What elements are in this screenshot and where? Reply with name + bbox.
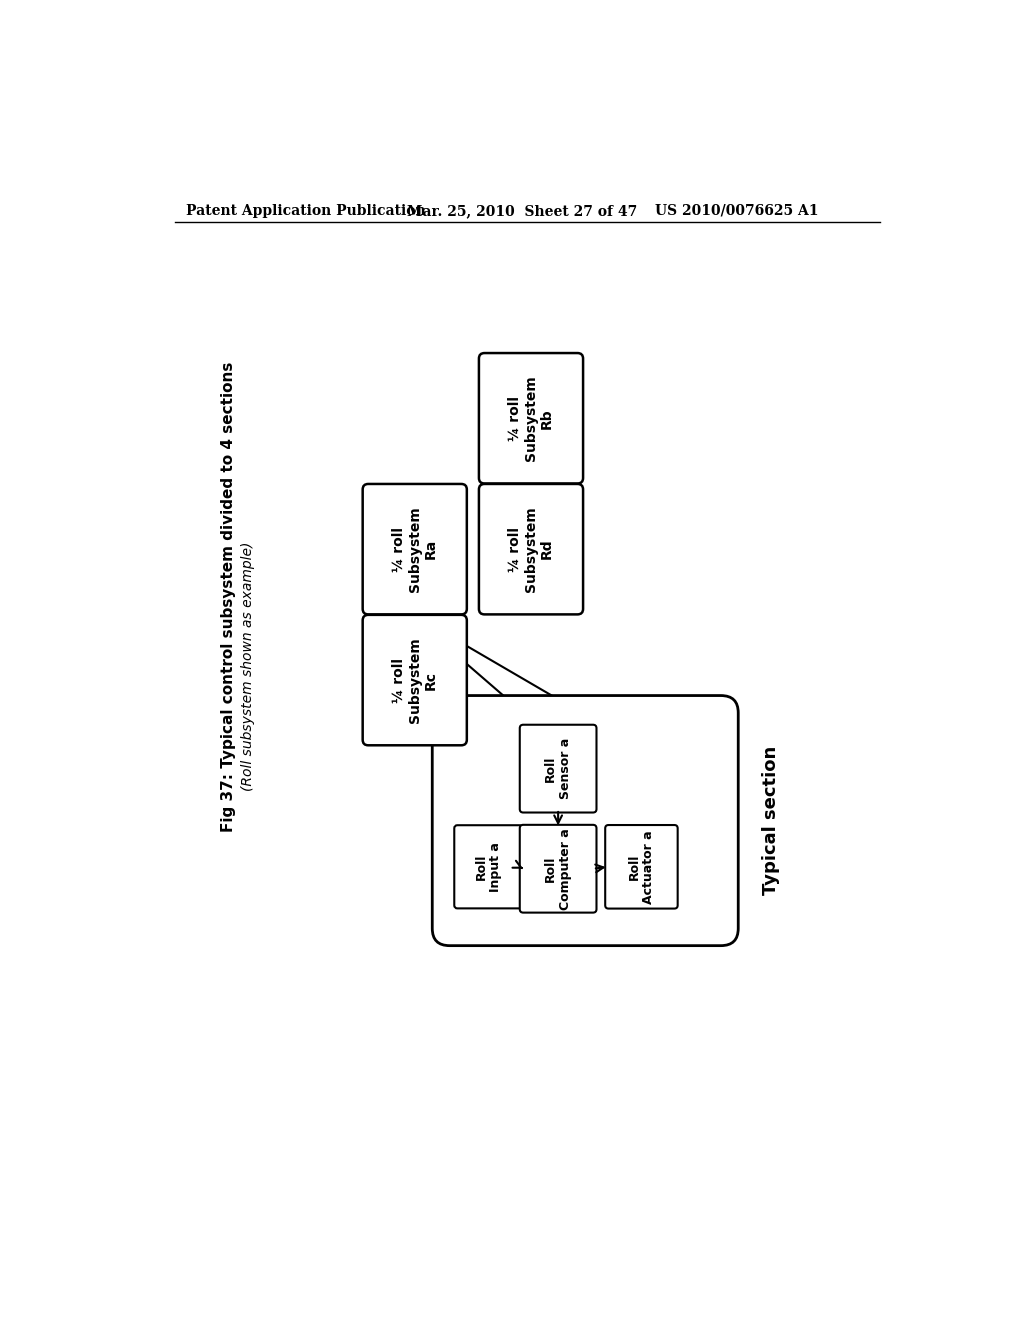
Text: Typical section: Typical section: [762, 746, 780, 895]
Text: Roll
Sensor a: Roll Sensor a: [544, 738, 572, 799]
Text: ¼ roll
Subsystem
Ra: ¼ roll Subsystem Ra: [391, 507, 438, 593]
Text: Mar. 25, 2010  Sheet 27 of 47: Mar. 25, 2010 Sheet 27 of 47: [407, 203, 637, 218]
FancyBboxPatch shape: [479, 484, 583, 614]
Text: Roll
Computer a: Roll Computer a: [544, 828, 572, 909]
Text: ¼ roll
Subsystem
Rc: ¼ roll Subsystem Rc: [391, 638, 438, 723]
FancyBboxPatch shape: [362, 615, 467, 746]
FancyBboxPatch shape: [479, 352, 583, 483]
FancyBboxPatch shape: [455, 825, 522, 908]
FancyBboxPatch shape: [605, 825, 678, 908]
Text: ¼ roll
Subsystem
Rd: ¼ roll Subsystem Rd: [508, 507, 554, 593]
FancyBboxPatch shape: [362, 484, 467, 614]
Text: US 2010/0076625 A1: US 2010/0076625 A1: [655, 203, 818, 218]
FancyBboxPatch shape: [520, 725, 597, 813]
Text: Roll
Actuator a: Roll Actuator a: [628, 830, 655, 904]
Text: Roll
Input a: Roll Input a: [474, 842, 503, 892]
Text: Fig 37: Typical control subsystem divided to 4 sections: Fig 37: Typical control subsystem divide…: [221, 362, 237, 833]
Text: (Roll subsystem shown as example): (Roll subsystem shown as example): [241, 543, 255, 791]
Text: Patent Application Publication: Patent Application Publication: [186, 203, 426, 218]
FancyBboxPatch shape: [520, 825, 597, 912]
Text: ¼ roll
Subsystem
Rb: ¼ roll Subsystem Rb: [508, 375, 554, 461]
FancyBboxPatch shape: [432, 696, 738, 945]
